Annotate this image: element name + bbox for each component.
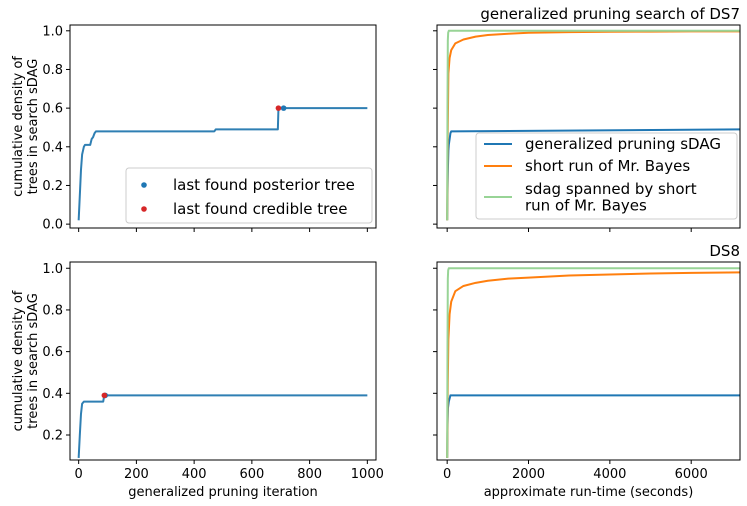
legend-entry: last found posterior tree [173, 176, 355, 194]
series-line-0 [77, 107, 368, 221]
data-point-credible [275, 105, 282, 111]
x-tick-label: 0 [443, 467, 451, 482]
y-tick-label: 0.6 [42, 345, 63, 360]
panel-title: generalized pruning search of DS7 [480, 5, 740, 23]
y-tick-label: 0.0 [42, 218, 63, 233]
x-tick-label: 0 [75, 467, 83, 482]
y-tick-label: 0.4 [42, 387, 63, 402]
axes-frame [436, 261, 741, 461]
data-point-posterior [280, 105, 287, 111]
legend-box [125, 167, 373, 224]
y-tick-label: 0.4 [42, 140, 63, 155]
x-axis-label: generalized pruning iteration [128, 485, 317, 500]
y-tick-label: 0.2 [42, 179, 63, 194]
panel-bottom-right: 0 2000 4000 6000 DS8 approximate run-time (se… [433, 242, 741, 500]
legend-entry: short run of Mr. Bayes [525, 157, 690, 175]
x-tick-label: 800 [297, 467, 322, 482]
series-line-2 [446, 29, 740, 221]
x-tick-label: 600 [239, 467, 264, 482]
x-tick-label: 4000 [593, 467, 626, 482]
axes-frame [436, 24, 741, 229]
panel-top-right: generalized pruning search of DS7 general… [433, 5, 741, 232]
panel-bottom-left: 0 200 400 600 800 1000 0.2 0.4 0.6 0.8 1.0 generali… [11, 261, 384, 500]
x-tick-label: 1000 [351, 467, 384, 482]
axes-frame [69, 261, 377, 461]
y-axis-label: cumulative density oftrees in search sDA… [11, 56, 41, 197]
y-tick-label: 1.0 [42, 262, 63, 277]
legend-marker [141, 182, 147, 188]
y-tick-label: 0.6 [42, 102, 63, 117]
x-tick-label: 6000 [675, 467, 708, 482]
y-tick-label: 0.2 [42, 428, 63, 443]
panel-top-left: 0.0 0.2 0.4 0.6 0.8 1.0 cumulative density oft… [11, 24, 377, 233]
series-line-1 [446, 271, 741, 458]
legend-entry: last found credible tree [173, 200, 347, 218]
y-tick-label: 1.0 [42, 24, 63, 39]
panel-title: DS8 [709, 242, 740, 260]
x-axis-label: approximate run-time (seconds) [484, 485, 694, 500]
legend-box [475, 132, 738, 220]
y-tick-label: 0.8 [42, 303, 63, 318]
series-line-0 [446, 394, 740, 458]
legend: last found posterior tree last found cred… [125, 167, 373, 224]
x-tick-label: 400 [182, 467, 207, 482]
x-tick-label: 2000 [512, 467, 545, 482]
legend-marker [141, 206, 147, 212]
series-line-2 [446, 267, 740, 458]
y-tick-label: 0.8 [42, 63, 63, 78]
series-line-0 [77, 394, 368, 458]
y-axis-label: cumulative density oftrees in search sDA… [11, 290, 41, 431]
legend-entry: sdag spanned by short run of Mr. Bayes [525, 180, 697, 215]
data-point-credible [101, 392, 108, 399]
x-tick-label: 200 [124, 467, 149, 482]
legend: generalized pruning sDAG short run of Mr.… [475, 132, 738, 220]
axes-frame [69, 24, 377, 229]
legend-entry: generalized pruning sDAG [525, 135, 721, 153]
